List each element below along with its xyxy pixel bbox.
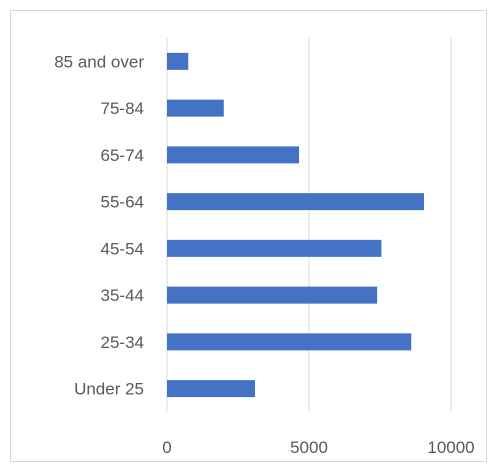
category-label: 85 and over (54, 52, 144, 71)
x-tick-label: 10000 (427, 438, 474, 457)
bar-65-74 (167, 146, 300, 164)
category-label: 75-84 (101, 99, 144, 118)
category-label: 65-74 (101, 146, 144, 165)
category-label: Under 25 (74, 380, 144, 399)
bar-75-84 (167, 99, 224, 117)
category-label: 45-54 (101, 239, 144, 258)
bar-25-34 (167, 333, 412, 351)
category-label: 35-44 (101, 286, 144, 305)
bar-under-25 (167, 380, 256, 398)
category-label: 55-64 (101, 193, 144, 212)
bar-35-44 (167, 286, 378, 304)
category-label: 25-34 (101, 333, 144, 352)
bar-55-64 (167, 193, 425, 211)
bar-45-54 (167, 239, 382, 257)
x-tick-label: 5000 (290, 438, 328, 457)
x-tick-label: 0 (162, 438, 171, 457)
bar-85-and-over (167, 52, 189, 70)
